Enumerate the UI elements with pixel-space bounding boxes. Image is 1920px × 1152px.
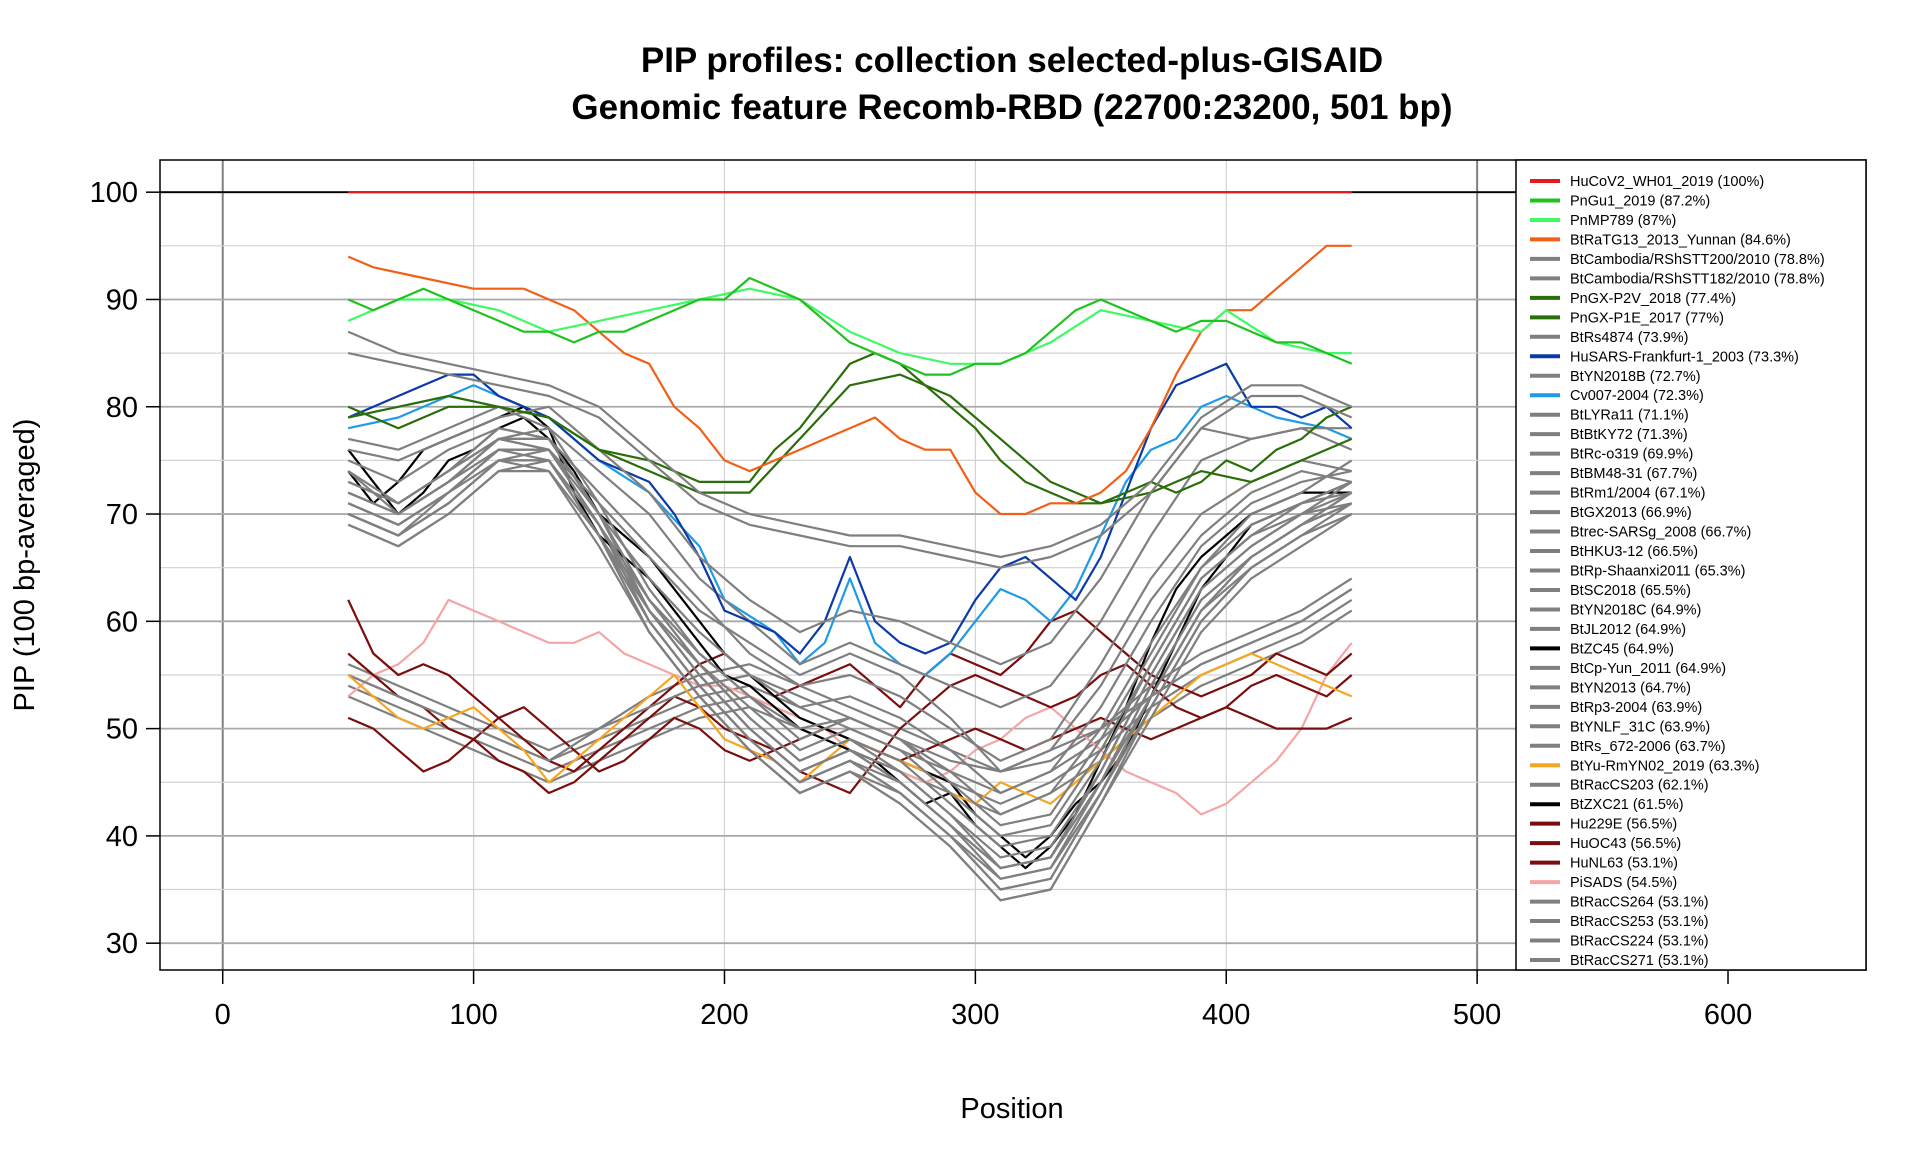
x-axis: 0 100 200 300 400 500 600 xyxy=(215,970,1752,1031)
series-line xyxy=(347,470,1353,880)
series-line xyxy=(347,652,1353,795)
series-line xyxy=(347,588,1353,773)
legend-label: BtBM48-31 (67.7%) xyxy=(1570,466,1697,482)
y-tick-label: 50 xyxy=(106,714,138,746)
series-line xyxy=(347,427,1353,848)
legend-label: BtHKU3-12 (66.5%) xyxy=(1570,544,1698,560)
legend-label: PnMP789 (87%) xyxy=(1570,213,1676,229)
legend-label: Btrec-SARSg_2008 (66.7%) xyxy=(1570,525,1751,541)
x-tick-label: 500 xyxy=(1453,999,1501,1031)
series-line xyxy=(347,448,1352,773)
legend-label: PnGX-P1E_2017 (77%) xyxy=(1570,310,1724,326)
series-line xyxy=(347,352,1353,505)
y-axis: 30 40 50 60 70 80 90 100 xyxy=(90,177,160,960)
legend-label: PiSADS (54.5%) xyxy=(1570,875,1677,891)
series-line xyxy=(347,437,1352,795)
series-line xyxy=(347,577,1353,773)
legend-label: BtYNLF_31C (63.9%) xyxy=(1570,719,1710,735)
legend-label: HuSARS-Frankfurt-1_2003 (73.3%) xyxy=(1570,349,1799,365)
legend-label: BtLYRa11 (71.1%) xyxy=(1570,408,1689,424)
legend-box xyxy=(1515,159,1867,971)
legend-label: HuOC43 (56.5%) xyxy=(1570,836,1681,852)
series-line xyxy=(347,459,1353,870)
legend-label: BtYu-RmYN02_2019 (63.3%) xyxy=(1570,758,1759,774)
series-line xyxy=(347,244,1352,516)
y-tick-label: 30 xyxy=(106,928,138,960)
x-tick-label: 0 xyxy=(215,999,231,1031)
x-axis-label: Position xyxy=(960,1093,1063,1125)
legend-label: BtJL2012 (64.9%) xyxy=(1570,622,1686,638)
legend-label: BtRc-o319 (69.9%) xyxy=(1570,447,1693,463)
legend-label: HuCoV2_WH01_2019 (100%) xyxy=(1570,174,1764,190)
series-line xyxy=(347,405,1353,870)
legend-label: BtRs_672-2006 (63.7%) xyxy=(1570,739,1726,755)
legend-label: BtRp-Shaanxi2011 (65.3%) xyxy=(1570,564,1745,580)
series-line xyxy=(347,459,1352,837)
legend-label: PnGu1_2019 (87.2%) xyxy=(1570,193,1710,209)
y-tick-label: 60 xyxy=(106,606,138,638)
legend-label: BtSC2018 (65.5%) xyxy=(1570,583,1691,599)
x-tick-label: 100 xyxy=(449,999,497,1031)
series-lines xyxy=(347,191,1353,902)
legend-label: BtGX2013 (66.9%) xyxy=(1570,505,1692,521)
series-line xyxy=(347,427,1352,762)
legend-label: BtRm1/2004 (67.1%) xyxy=(1570,486,1705,502)
legend-label: BtBtKY72 (71.3%) xyxy=(1570,427,1688,443)
legend-label: BtRp3-2004 (63.9%) xyxy=(1570,700,1702,716)
legend-label: BtYN2013 (64.7%) xyxy=(1570,680,1691,696)
legend-label: BtCambodia/RShSTT200/2010 (78.8%) xyxy=(1570,252,1825,268)
series-line xyxy=(347,588,1353,795)
legend-label: BtZC45 (64.9%) xyxy=(1570,641,1674,657)
legend-label: BtRacCS264 (53.1%) xyxy=(1570,895,1709,911)
legend-label: BtRacCS224 (53.1%) xyxy=(1570,934,1709,950)
legend-label: BtCp-Yun_2011 (64.9%) xyxy=(1570,661,1726,677)
legend-label: BtRacCS203 (62.1%) xyxy=(1570,778,1709,794)
series-line xyxy=(347,609,1353,816)
legend-label: BtZXC21 (61.5%) xyxy=(1570,797,1684,813)
legend-label: BtCambodia/RShSTT182/2010 (78.8%) xyxy=(1570,271,1825,287)
series-line xyxy=(347,459,1353,902)
series-line xyxy=(347,362,1353,655)
x-tick-label: 600 xyxy=(1704,999,1752,1031)
legend-label: BtRaTG13_2013_Yunnan (84.6%) xyxy=(1570,232,1791,248)
chart-title: PIP profiles: collection selected-plus-G… xyxy=(641,41,1383,80)
series-line xyxy=(347,276,1353,376)
legend-label: BtRacCS253 (53.1%) xyxy=(1570,914,1709,930)
y-tick-label: 90 xyxy=(106,284,138,316)
x-tick-label: 300 xyxy=(951,999,999,1031)
legend-label: PnGX-P2V_2018 (77.4%) xyxy=(1570,291,1736,307)
y-tick-label: 70 xyxy=(106,499,138,531)
legend-label: BtRs4874 (73.9%) xyxy=(1570,330,1688,346)
legend-label: Hu229E (56.5%) xyxy=(1570,817,1677,833)
legend-label: BtYN2018C (64.9%) xyxy=(1570,602,1701,618)
legend-label: BtRacCS271 (53.1%) xyxy=(1570,953,1709,969)
legend: HuCoV2_WH01_2019 (100%) PnGu1_2019 (87.2%… xyxy=(1515,159,1867,971)
series-line xyxy=(347,352,1353,569)
legend-label: HuNL63 (53.1%) xyxy=(1570,856,1678,872)
series-line xyxy=(347,598,1353,805)
series-line xyxy=(347,437,1353,859)
x-tick-label: 400 xyxy=(1202,999,1250,1031)
series-line xyxy=(347,448,1352,816)
y-tick-label: 100 xyxy=(90,177,138,209)
chart-subtitle: Genomic feature Recomb-RBD (22700:23200,… xyxy=(571,88,1452,127)
x-tick-label: 200 xyxy=(700,999,748,1031)
legend-label: BtYN2018B (72.7%) xyxy=(1570,369,1701,385)
series-line xyxy=(347,427,1353,827)
y-tick-label: 80 xyxy=(106,392,138,424)
legend-label: Cv007-2004 (72.3%) xyxy=(1570,388,1704,404)
y-axis-label: PIP (100 bp-averaged) xyxy=(9,419,41,712)
y-tick-label: 40 xyxy=(106,821,138,853)
series-line xyxy=(347,459,1353,902)
series-line xyxy=(347,330,1353,559)
